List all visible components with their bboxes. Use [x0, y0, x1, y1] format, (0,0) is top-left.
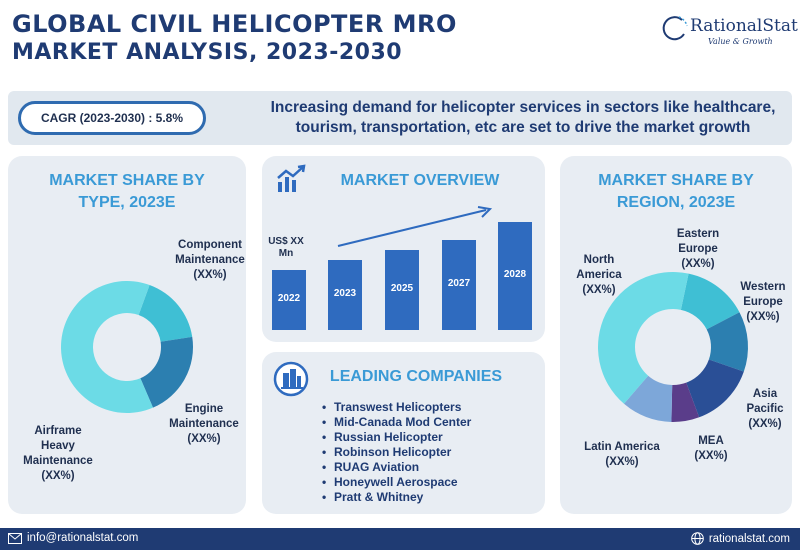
label-component-maintenance: Component Maintenance (XX%) — [175, 239, 245, 281]
footer-website[interactable]: rationalstat.com — [691, 532, 790, 545]
company-item: Mid-Canada Mod Center — [320, 415, 471, 430]
brand-name: RationalStat — [690, 16, 798, 36]
banner-text: Increasing demand for helicopter service… — [270, 99, 776, 136]
unit-label: US$ XX Mn — [268, 236, 304, 259]
company-item: Russian Helicopter — [320, 430, 471, 445]
label-mea: MEA (XX%) — [694, 435, 728, 462]
slice-component-maintenance — [138, 284, 193, 342]
mail-icon — [8, 532, 22, 544]
summary-banner: CAGR (2023-2030) : 5.8% Increasing deman… — [8, 91, 792, 145]
bar-label: 2027 — [447, 278, 471, 289]
label-north-america: North America (XX%) — [576, 254, 622, 296]
type-share-panel — [8, 156, 246, 514]
cagr-badge: CAGR (2023-2030) : 5.8% — [18, 101, 206, 135]
companies-list: Transwest Helicopters Mid-Canada Mod Cen… — [320, 400, 471, 505]
bar-2023: 2023 — [328, 260, 362, 330]
slice-latin-america — [623, 375, 673, 422]
region-share-panel — [560, 156, 792, 514]
buildings-icon — [273, 361, 309, 397]
bar-2028: 2028 — [498, 222, 532, 330]
slice-mea — [671, 382, 700, 423]
footer-email-text: info@rationalstat.com — [27, 532, 139, 544]
slice-north-america — [598, 271, 689, 404]
title-line-2: MARKET ANALYSIS, 2023-2030 — [12, 40, 403, 65]
footer-email[interactable]: info@rationalstat.com — [8, 532, 138, 544]
company-item: Honeywell Aerospace — [320, 475, 471, 490]
label-eastern-europe: Eastern Europe (XX%) — [676, 228, 720, 270]
bar-2027: 2027 — [442, 240, 476, 330]
label-western-europe: Western Europe (XX%) — [740, 281, 786, 323]
company-item: Transwest Helicopters — [320, 400, 471, 415]
market-overview-bars: 2022 2023 2025 2027 2028 — [262, 200, 545, 330]
label-latin-america: Latin America (XX%) — [584, 441, 660, 468]
bar-2022: 2022 — [272, 270, 306, 330]
slice-western-europe — [706, 312, 748, 372]
bar-label: 2022 — [277, 293, 301, 304]
logo-icon — [662, 16, 688, 41]
company-item: Pratt & Whitney — [320, 490, 471, 505]
company-item: Robinson Helicopter — [320, 445, 471, 460]
bar-label: 2028 — [503, 269, 527, 280]
label-engine-maintenance: Engine Maintenance (XX%) — [169, 403, 239, 445]
company-item: RUAG Aviation — [320, 460, 471, 475]
footer-website-text: rationalstat.com — [708, 532, 790, 545]
title-line-1: GLOBAL CIVIL HELICOPTER MRO — [12, 10, 457, 38]
brand-tagline: Value & Growth — [708, 37, 773, 46]
bar-label: 2023 — [333, 288, 357, 299]
slice-airframe-heavy-maintenance — [61, 281, 154, 413]
growth-chart-icon — [277, 164, 306, 192]
footer-bar: info@rationalstat.com rationalstat.com — [0, 528, 800, 550]
type-share-title: MARKET SHARE BY TYPE, 2023E — [49, 172, 205, 211]
page-title: GLOBAL CIVIL HELICOPTER MRO MARKET ANALY… — [12, 10, 572, 68]
market-overview-title: MARKET OVERVIEW — [340, 172, 500, 189]
slice-eastern-europe — [680, 273, 740, 330]
label-airframe-heavy-maintenance: Airframe Heavy Maintenance (XX%) — [23, 425, 93, 482]
bar-label: 2025 — [390, 283, 414, 294]
trend-arrow-icon — [337, 206, 493, 247]
bar-2025: 2025 — [385, 250, 419, 330]
slice-engine-maintenance — [140, 336, 193, 408]
leading-companies-title: LEADING COMPANIES — [329, 368, 503, 385]
region-share-title: MARKET SHARE BY REGION, 2023E — [598, 172, 754, 211]
brand-logo: RationalStat Value & Growth — [660, 14, 798, 54]
slice-asia-pacific — [686, 359, 744, 418]
globe-icon — [691, 532, 704, 545]
label-asia-pacific: Asia Pacific (XX%) — [746, 388, 784, 430]
